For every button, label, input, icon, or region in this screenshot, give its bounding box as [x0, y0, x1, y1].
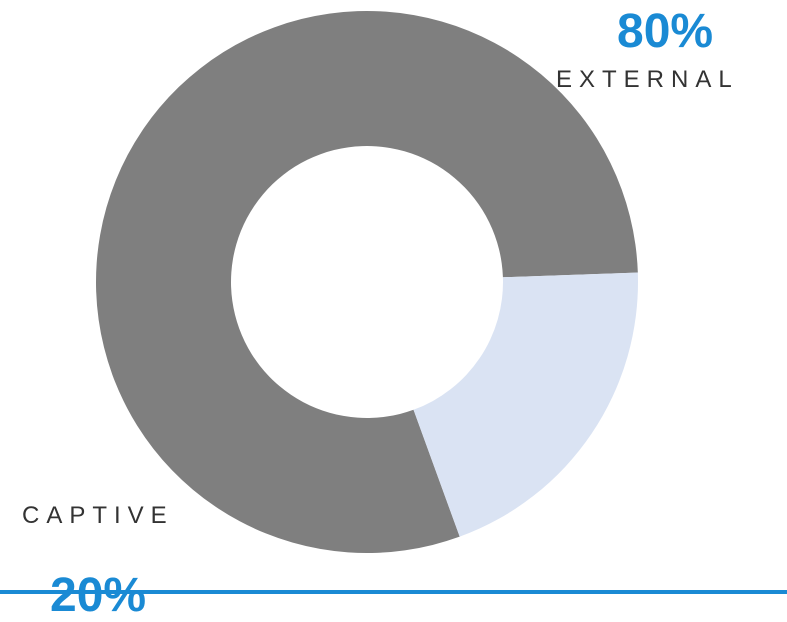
external-percent-label: 80% [617, 5, 714, 58]
donut-chart [95, 10, 638, 553]
captive-percent-label: 20% [50, 569, 147, 622]
donut-slice-external [95, 10, 638, 553]
donut-slice-captive [413, 272, 638, 537]
external-category-label: EXTERNAL [556, 66, 739, 93]
captive-category-label: CAPTIVE [22, 502, 174, 529]
bottom-divider [0, 590, 787, 594]
